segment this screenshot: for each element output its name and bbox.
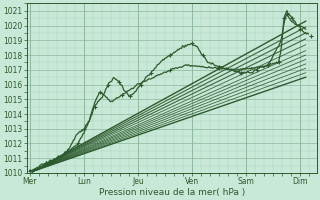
X-axis label: Pression niveau de la mer( hPa ): Pression niveau de la mer( hPa ) [99, 188, 245, 197]
